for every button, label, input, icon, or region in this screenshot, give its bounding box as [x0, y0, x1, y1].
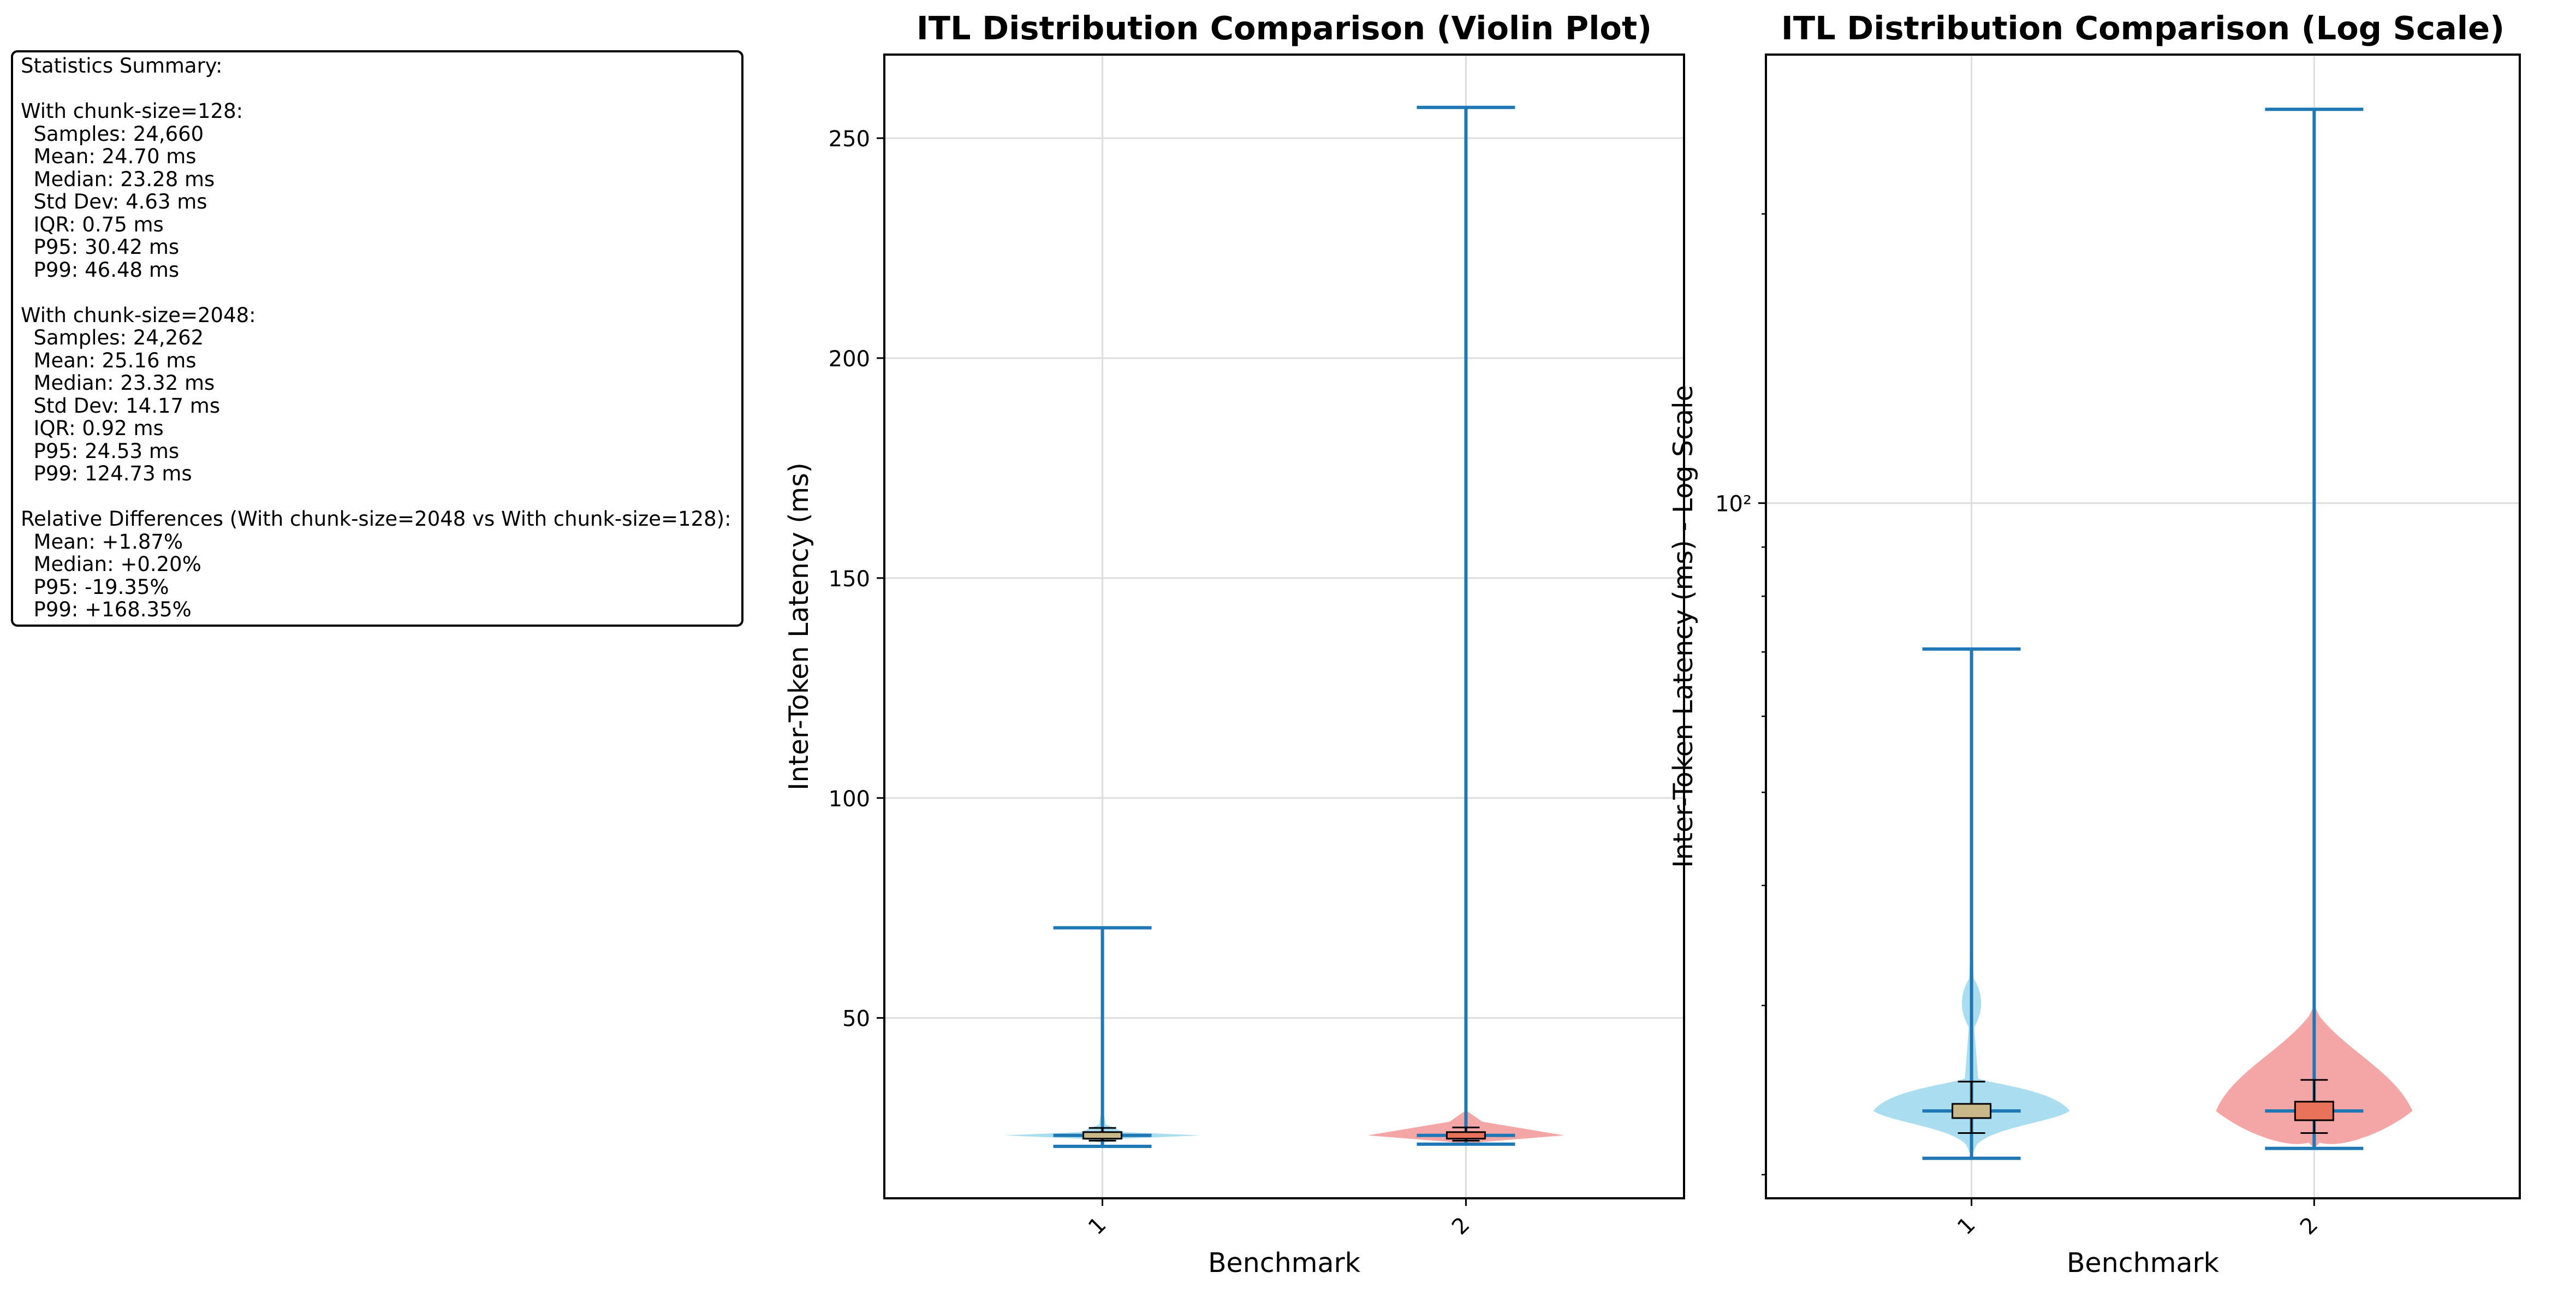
y-tick-label: 50 — [842, 1007, 870, 1032]
box — [1082, 1131, 1123, 1140]
y-tick-label: 10² — [1715, 492, 1752, 517]
stats-line: Median: 23.32 ms — [21, 371, 215, 395]
stats-line: P99: 46.48 ms — [21, 258, 180, 282]
stats-line: Statistics Summary: — [21, 54, 223, 78]
stats-line: P99: +168.35% — [21, 598, 192, 621]
stats-line: P95: 24.53 ms — [21, 439, 180, 463]
y-axis-label: Inter-Token Latency (ms) — [783, 462, 814, 790]
box-plots — [1082, 1126, 1486, 1142]
stats-line: P99: 124.73 ms — [21, 462, 192, 485]
y-axis-ticks: 50 100 150 200 250 — [829, 127, 884, 1032]
y-tick-label: 150 — [829, 567, 870, 592]
statistics-summary-box: Statistics Summary: With chunk-size=128: … — [11, 50, 743, 627]
chart-title: ITL Distribution Comparison (Log Scale) — [1781, 9, 2504, 47]
stats-line: Median: 23.28 ms — [21, 167, 215, 191]
stats-line: Std Dev: 14.17 ms — [21, 394, 221, 418]
box — [1445, 1131, 1486, 1140]
plot-frame — [883, 53, 1685, 1199]
stats-line: IQR: 0.92 ms — [21, 417, 164, 440]
whisker-lines — [1922, 108, 2364, 1160]
chart-title: ITL Distribution Comparison (Violin Plot… — [917, 9, 1652, 47]
stats-line: P95: -19.35% — [21, 575, 169, 599]
y-tick-label: 200 — [829, 347, 870, 372]
y-tick-label: 100 — [829, 787, 870, 812]
stats-line: Mean: 24.70 ms — [21, 145, 197, 168]
stats-line: Relative Differences (With chunk-size=20… — [21, 507, 731, 531]
x-tick-label: 1 — [1084, 1212, 1111, 1240]
x-tick-label: 2 — [2295, 1212, 2323, 1240]
box-plots — [1952, 1079, 2334, 1134]
stats-line: Std Dev: 4.63 ms — [21, 190, 207, 213]
grid-lines — [1766, 55, 2520, 1198]
y-axis-ticks: 10² — [1715, 213, 1766, 1176]
x-axis-label: Benchmark — [1208, 1247, 1361, 1279]
x-tick-label: 1 — [1953, 1212, 1980, 1240]
stats-line: Samples: 24,660 — [21, 122, 204, 146]
x-tick-label: 2 — [1447, 1212, 1475, 1240]
plot-frame — [1765, 53, 2521, 1199]
stats-line: With chunk-size=128: — [21, 99, 243, 123]
stats-line: With chunk-size=2048: — [21, 303, 256, 327]
stats-line: Median: +0.20% — [21, 552, 201, 576]
box — [2294, 1101, 2334, 1121]
stats-line: Mean: 25.16 ms — [21, 348, 197, 372]
stats-line: Mean: +1.87% — [21, 530, 183, 554]
grid-lines — [884, 55, 1684, 1198]
whisker-lines — [1053, 105, 1515, 1148]
stats-line: P95: 30.42 ms — [21, 235, 180, 259]
box — [1952, 1103, 1992, 1119]
y-tick-label: 250 — [829, 127, 870, 152]
stats-line: IQR: 0.75 ms — [21, 212, 164, 236]
y-axis-label: Inter-Token Latency (ms) - Log Scale — [1668, 385, 1699, 868]
x-axis-label: Benchmark — [2067, 1247, 2220, 1279]
stats-line: Samples: 24,262 — [21, 326, 204, 349]
